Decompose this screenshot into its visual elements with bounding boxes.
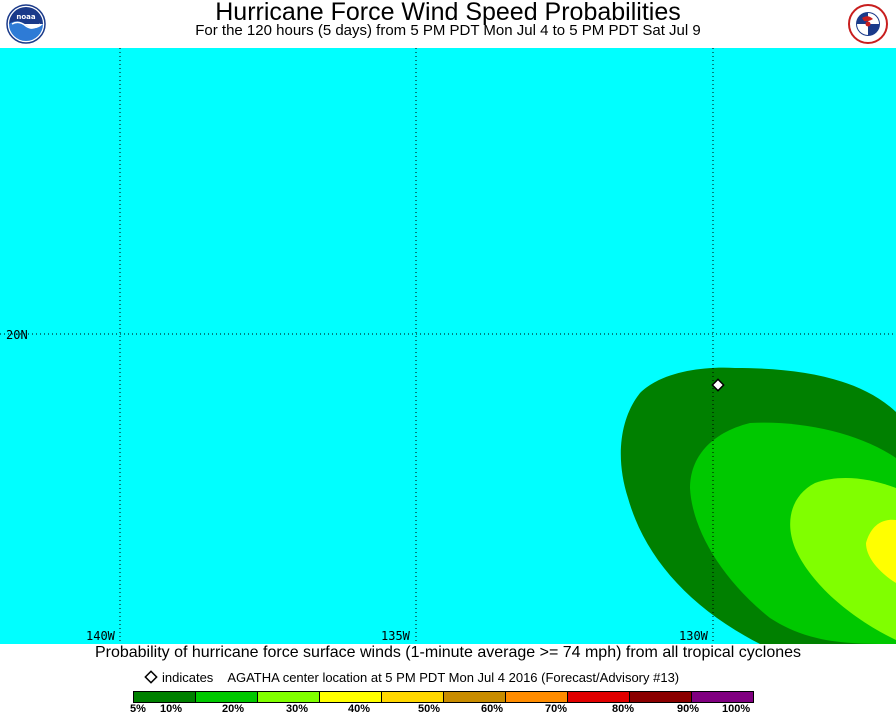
legend-label: 80% (612, 703, 635, 715)
legend-swatch (443, 691, 506, 703)
page-subtitle: For the 120 hours (5 days) from 5 PM PDT… (195, 22, 701, 39)
legend-swatch (381, 691, 444, 703)
indicator-word: indicates (162, 669, 214, 685)
lon-label-135w: 135W (381, 629, 411, 643)
graticule (0, 48, 896, 644)
legend-label: 60% (481, 703, 504, 715)
indicator-text: AGATHA center location at 5 PM PDT Mon J… (227, 669, 680, 685)
legend-label: 90% (677, 703, 700, 715)
legend-swatch (133, 691, 196, 703)
legend-label: 30% (286, 703, 309, 715)
noaa-logo-icon: noaa (6, 4, 46, 44)
probability-legend-bar (133, 691, 754, 703)
legend-swatch (195, 691, 258, 703)
legend-label: 70% (545, 703, 568, 715)
page-title: Hurricane Force Wind Speed Probabilities (215, 0, 681, 26)
storm-center-diamond-icon (711, 378, 725, 392)
legend-label: 5% (130, 703, 146, 715)
legend-label: 50% (418, 703, 441, 715)
lat-label-20n: 20N (6, 328, 28, 342)
legend-swatch (257, 691, 320, 703)
lon-label-130w: 130W (679, 629, 709, 643)
legend-label: 40% (348, 703, 371, 715)
legend-swatch (567, 691, 630, 703)
svg-text:noaa: noaa (16, 13, 36, 21)
band-30-percent (866, 519, 896, 583)
storm-indicator: indicates AGATHA center location at 5 PM… (144, 668, 679, 686)
probability-map: 20N 140W 135W 130W (0, 48, 896, 644)
legend-swatch (505, 691, 568, 703)
legend-label: 20% (222, 703, 245, 715)
map-caption: Probability of hurricane force surface w… (94, 644, 802, 661)
lon-label-140w: 140W (86, 629, 116, 643)
nws-logo-icon (848, 4, 888, 44)
legend-swatch (629, 691, 692, 703)
band-20-percent (790, 477, 896, 640)
legend-label: 100% (722, 703, 751, 715)
diamond-icon (144, 670, 158, 684)
legend-swatch (691, 691, 754, 703)
legend-swatch (319, 691, 382, 703)
legend-label: 10% (160, 703, 183, 715)
